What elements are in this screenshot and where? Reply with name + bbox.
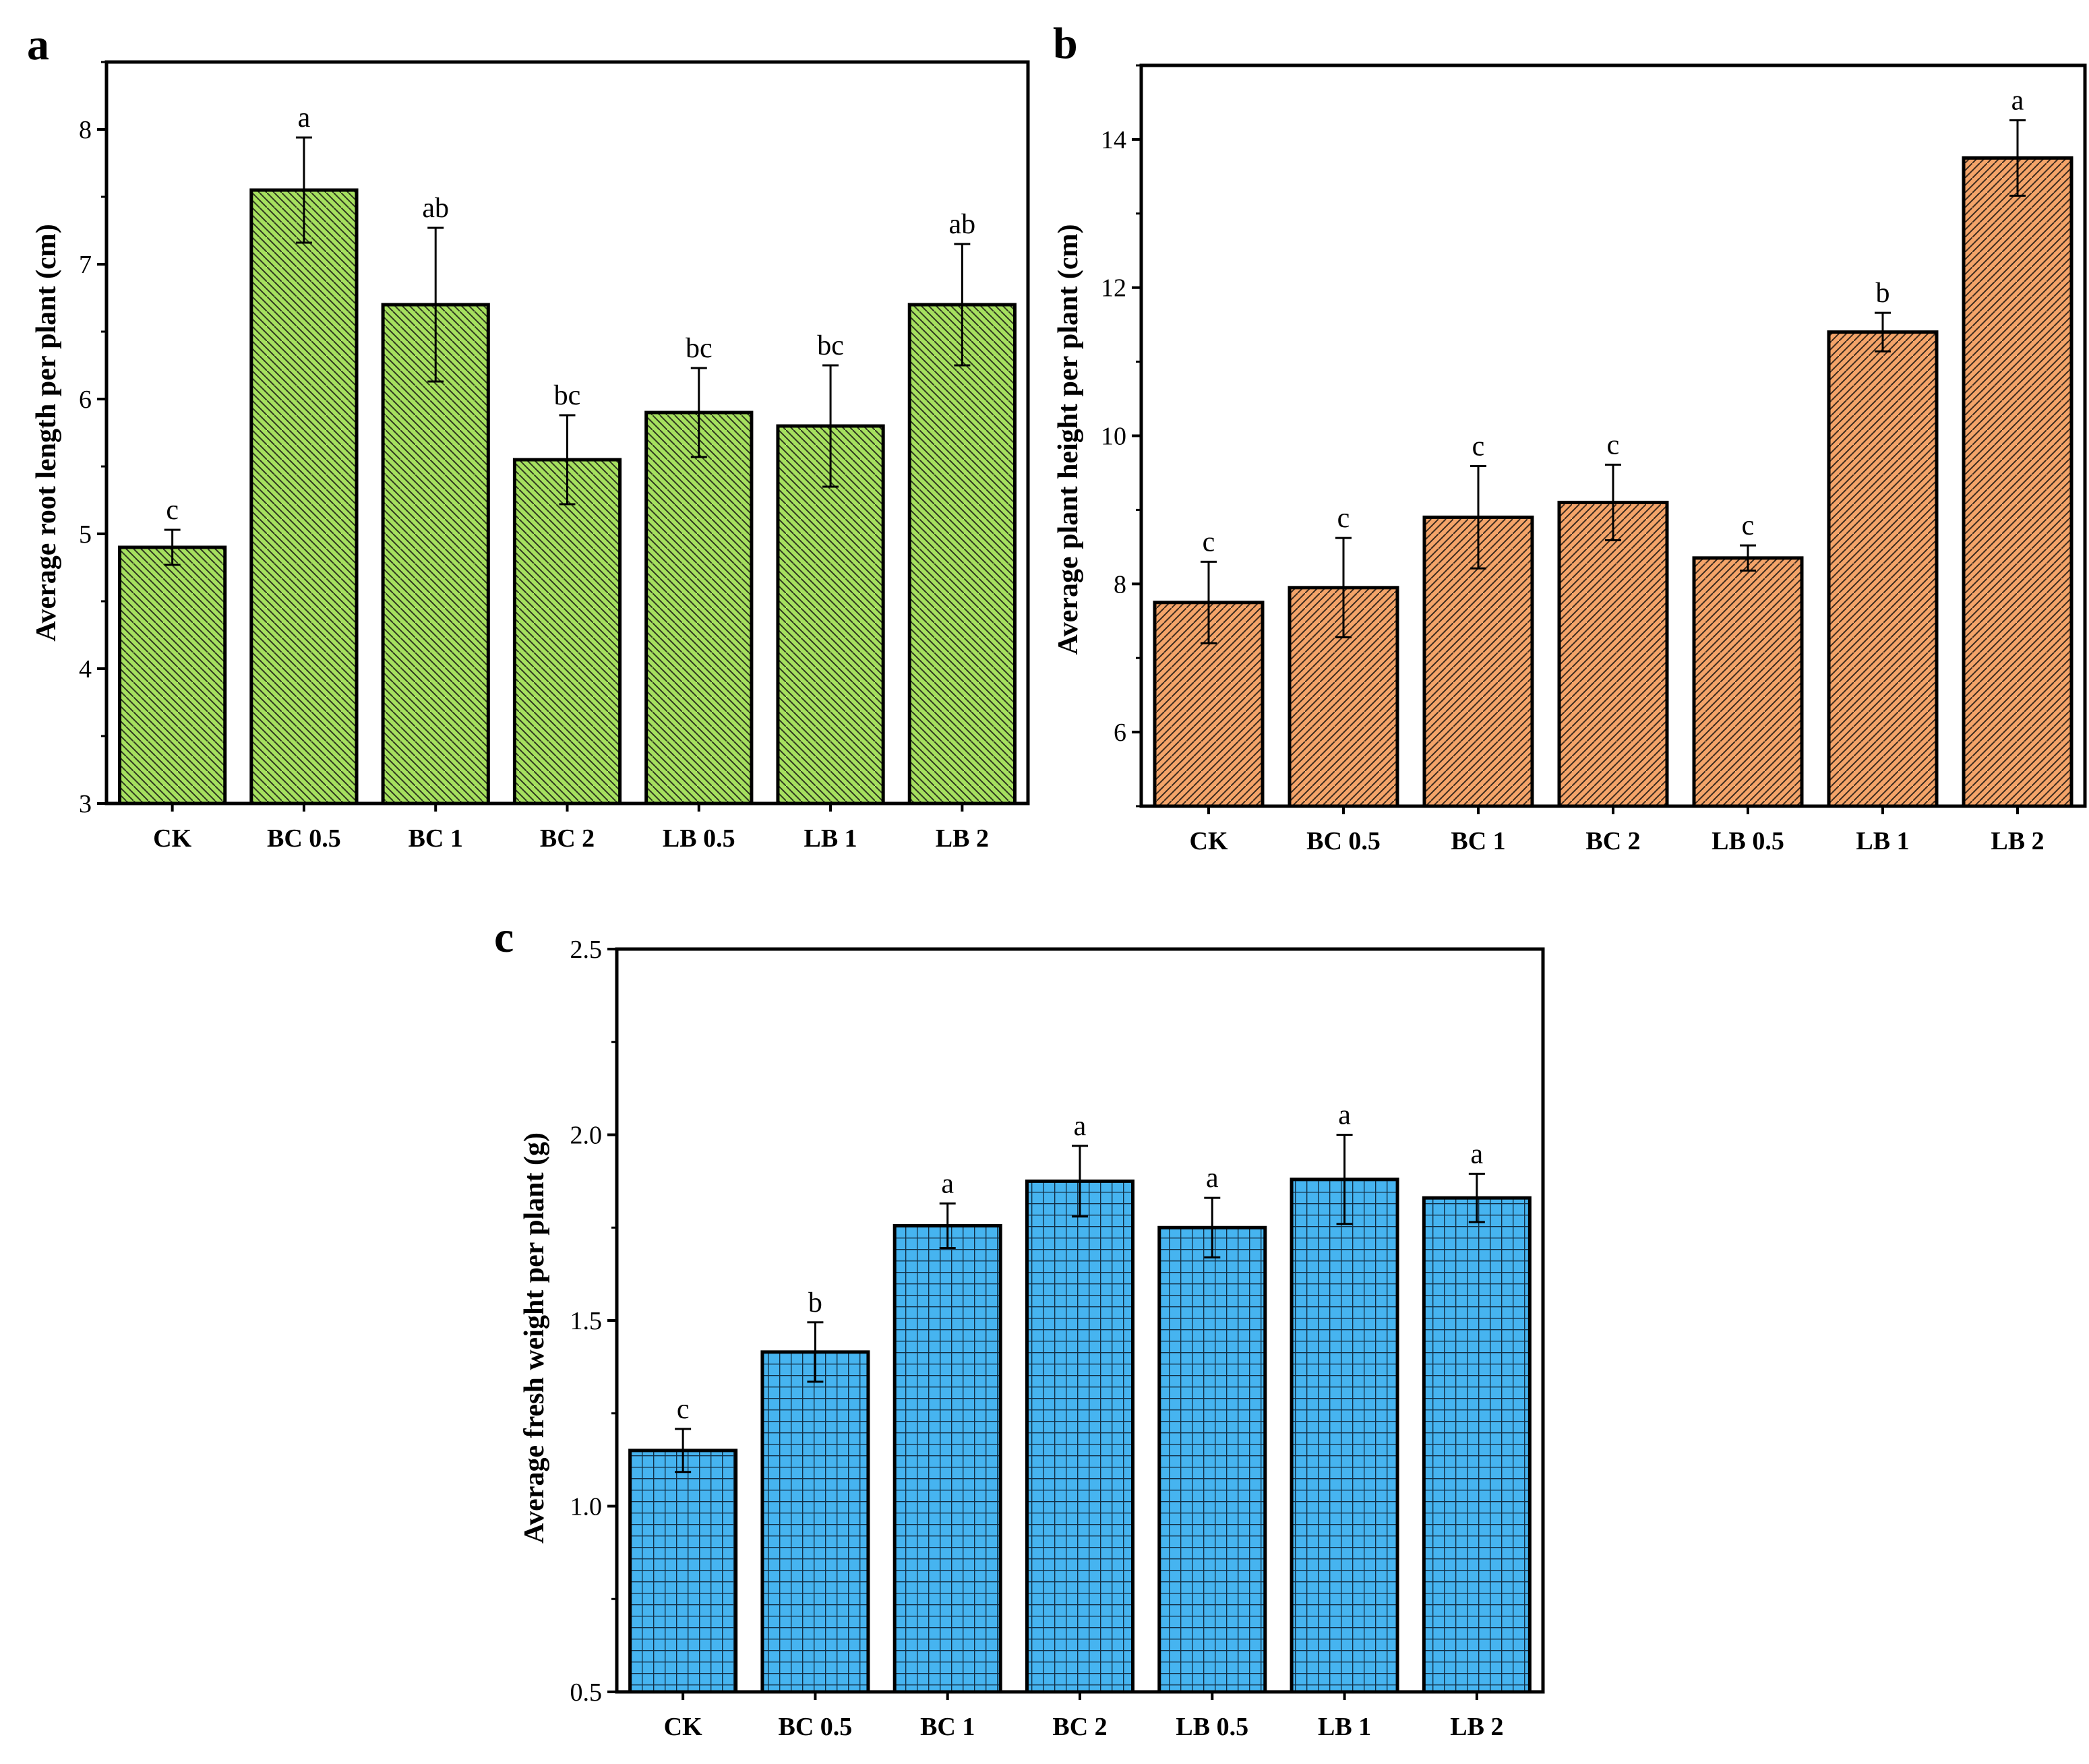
x-category-label-a-3: BC 2 <box>540 824 595 853</box>
panel-a: a Average root length per plant (cm) 3 4 5… <box>27 20 1030 853</box>
x-category-label-b-6: LB 2 <box>1991 827 2044 855</box>
y-tick-label-c: 1.0 <box>570 1493 603 1521</box>
y-tick-label-b: 10 <box>1101 423 1126 451</box>
y-tick-label-c: 1.5 <box>570 1307 603 1335</box>
x-category-label-a-0: CK <box>153 824 191 853</box>
y-tick-label-c: 2.5 <box>570 936 603 964</box>
y-tick-label-a: 8 <box>79 116 92 144</box>
bar-b-3 <box>1557 500 1669 808</box>
significance-label-c-0: c <box>677 1394 690 1425</box>
significance-label-c-4: a <box>1206 1163 1219 1194</box>
significance-label-a-0: c <box>166 495 179 526</box>
bar-a-4 <box>644 410 754 805</box>
significance-label-a-4: bc <box>686 333 713 364</box>
significance-label-b-6: a <box>2011 85 2024 116</box>
y-axis-title-a: Average root length per plant (cm) <box>31 224 62 641</box>
y-tick-label-b: 14 <box>1101 126 1126 154</box>
panel-label-c: c <box>494 913 514 962</box>
x-category-label-b-5: LB 1 <box>1856 827 1909 855</box>
significance-label-b-5: b <box>1876 278 1890 309</box>
x-category-label-b-4: LB 0.5 <box>1712 827 1784 855</box>
panel-label-b: b <box>1053 19 1078 68</box>
significance-label-b-1: c <box>1337 503 1350 534</box>
significance-label-a-3: bc <box>554 380 581 411</box>
bar-c-4 <box>1157 1225 1267 1694</box>
significance-label-a-2: ab <box>422 193 449 224</box>
panel-label-a: a <box>27 20 49 69</box>
x-category-label-b-1: BC 0.5 <box>1306 827 1381 855</box>
bar-a-2 <box>381 303 490 805</box>
x-category-label-a-5: LB 1 <box>804 824 857 853</box>
significance-label-c-3: a <box>1074 1111 1087 1142</box>
x-category-label-c-2: BC 1 <box>920 1713 975 1741</box>
plot-area-a: 3 4 5 6 7 8 c CK a BC 0.5 ab BC 1 bc BC 2 bc LB 0.5 bc LB… <box>79 60 1030 853</box>
y-tick-label-a: 7 <box>79 251 92 279</box>
bar-a-6 <box>907 303 1017 805</box>
panel-b: b Average plant height per plant (cm) 6 8… <box>1053 19 2087 855</box>
x-category-label-c-5: LB 1 <box>1318 1713 1371 1741</box>
y-tick-label-b: 6 <box>1114 719 1126 747</box>
bar-a-0 <box>118 545 227 805</box>
significance-label-a-6: ab <box>949 209 976 240</box>
y-tick-label-a: 6 <box>79 386 92 414</box>
bar-a-3 <box>512 458 622 805</box>
x-category-label-c-1: BC 0.5 <box>779 1713 853 1741</box>
x-category-label-c-0: CK <box>664 1713 702 1741</box>
x-category-label-c-4: LB 0.5 <box>1176 1713 1248 1741</box>
x-category-label-b-3: BC 2 <box>1585 827 1640 855</box>
bar-b-4 <box>1692 556 1804 808</box>
significance-label-a-1: a <box>298 102 311 133</box>
bar-c-3 <box>1025 1179 1135 1694</box>
y-tick-label-a: 4 <box>79 655 92 683</box>
panel-c: c Average fresh weight per plant (g) 0.5… <box>494 913 1545 1741</box>
x-category-label-a-1: BC 0.5 <box>267 824 341 853</box>
x-category-label-a-4: LB 0.5 <box>663 824 735 853</box>
bar-c-6 <box>1422 1196 1532 1694</box>
y-axis-title-b: Average plant height per plant (cm) <box>1053 224 1084 655</box>
significance-label-b-4: c <box>1742 510 1755 541</box>
x-category-label-b-2: BC 1 <box>1451 827 1505 855</box>
y-tick-label-b: 8 <box>1114 570 1126 599</box>
significance-label-c-1: b <box>808 1287 822 1318</box>
bar-c-5 <box>1290 1178 1399 1694</box>
x-category-label-a-2: BC 1 <box>408 824 463 853</box>
y-tick-label-a: 3 <box>79 790 92 818</box>
significance-label-b-0: c <box>1203 526 1215 557</box>
y-axis-title-c: Average fresh weight per plant (g) <box>519 1132 550 1544</box>
bar-a-1 <box>249 188 359 805</box>
x-category-label-c-6: LB 2 <box>1450 1713 1503 1741</box>
significance-label-c-2: a <box>941 1168 954 1199</box>
significance-label-c-5: a <box>1338 1100 1351 1131</box>
plot-area-b: 6 8 10 12 14 c CK c BC 0.5 c BC 1 c BC 2 c LB 0.5 b LB 1… <box>1101 63 2087 855</box>
bar-c-0 <box>628 1449 738 1694</box>
x-category-label-b-0: CK <box>1190 827 1228 855</box>
bar-b-5 <box>1827 330 1939 808</box>
y-tick-label-b: 12 <box>1101 274 1126 303</box>
significance-label-b-3: c <box>1607 429 1620 460</box>
y-tick-label-a: 5 <box>79 520 92 549</box>
x-category-label-a-6: LB 2 <box>936 824 989 853</box>
significance-label-c-6: a <box>1471 1138 1484 1169</box>
significance-label-a-5: bc <box>817 330 844 361</box>
bar-a-5 <box>776 424 885 805</box>
plot-area-c: 0.5 1.0 1.5 2.0 2.5 c CK b BC 0.5 a BC 1 a BC 2 a LB 0… <box>570 936 1545 1741</box>
y-tick-label-c: 0.5 <box>570 1678 603 1707</box>
y-tick-label-c: 2.0 <box>570 1122 603 1150</box>
bar-c-2 <box>892 1223 1002 1694</box>
bar-b-6 <box>1962 156 2073 808</box>
bar-c-1 <box>760 1350 870 1694</box>
significance-label-b-2: c <box>1472 431 1485 462</box>
x-category-label-c-3: BC 2 <box>1052 1713 1107 1741</box>
